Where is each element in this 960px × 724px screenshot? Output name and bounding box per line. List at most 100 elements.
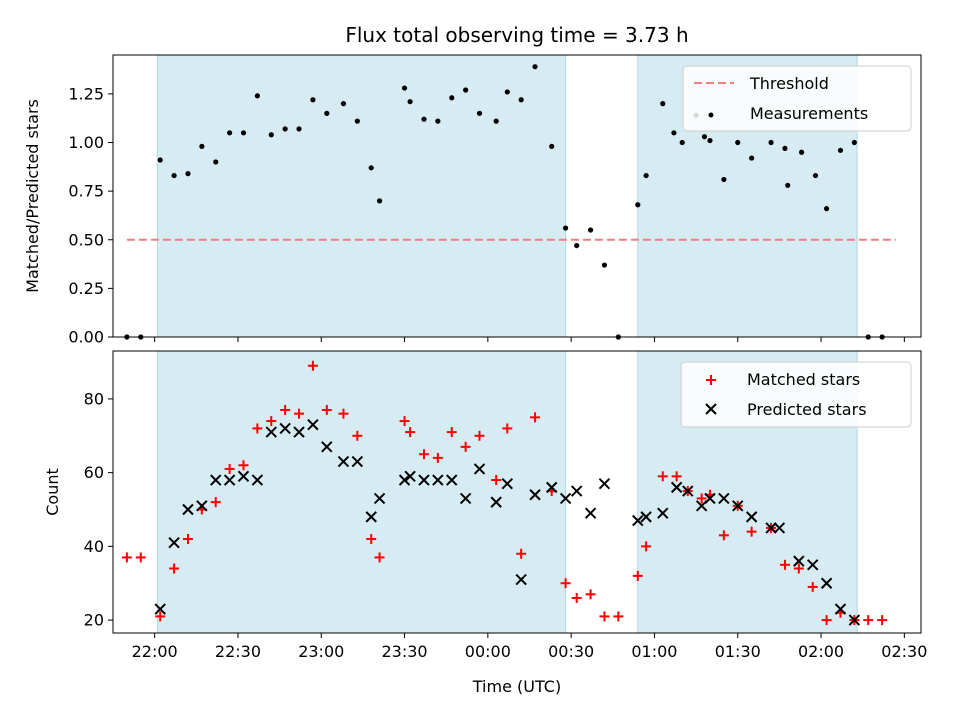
observing-interval-shade xyxy=(156,54,567,338)
count-y-tick-label: 40 xyxy=(84,537,104,556)
predicted-star-point xyxy=(732,500,744,512)
ratio-panel-frame xyxy=(112,54,922,338)
legend-matched-swatch xyxy=(706,375,716,385)
time-x-tick-label: 22:30 xyxy=(215,642,261,661)
ratio-legend-box xyxy=(682,65,912,132)
matched-star-point xyxy=(155,611,166,622)
predicted-star-point xyxy=(640,511,652,523)
time-x-tick-label: 22:00 xyxy=(132,642,178,661)
measurement-point xyxy=(504,89,510,95)
matched-star-point xyxy=(746,526,757,537)
predicted-star-point xyxy=(459,492,472,505)
measurement-point xyxy=(574,242,580,249)
predicted-star-point xyxy=(351,455,364,468)
count-legend-box xyxy=(680,361,912,428)
measurement-point xyxy=(749,155,755,161)
predicted-star-point xyxy=(704,492,716,505)
predicted-star-point xyxy=(559,492,572,505)
matched-star-point xyxy=(793,563,804,574)
predicted-star-point xyxy=(265,426,277,438)
matched-star-point xyxy=(641,541,652,552)
ratio-y-tick-label: 1.25 xyxy=(68,84,104,103)
matched-star-point xyxy=(502,423,513,434)
matched-star-point xyxy=(321,404,332,415)
measurement-point xyxy=(812,172,819,179)
time-x-tick-label: 01:00 xyxy=(631,642,677,661)
matched-star-point xyxy=(366,534,377,544)
count-legend: Matched stars Predicted stars xyxy=(680,361,912,428)
predicted-star-point xyxy=(446,474,458,486)
predicted-star-point xyxy=(279,422,291,435)
measurement-point xyxy=(421,116,427,122)
measurement-point xyxy=(310,97,316,103)
predicted-star-point xyxy=(293,426,305,438)
matched-star-point xyxy=(530,412,541,423)
matched-star-point xyxy=(671,471,682,482)
matched-star-point xyxy=(418,449,429,460)
measurement-point xyxy=(782,145,788,151)
predicted-star-point xyxy=(182,503,194,516)
predicted-star-point xyxy=(473,463,486,475)
measurement-point xyxy=(785,182,791,188)
count-y-tick-label: 60 xyxy=(84,463,104,482)
matched-star-point xyxy=(779,559,790,570)
measurement-point xyxy=(562,225,569,231)
measurement-point xyxy=(376,198,383,204)
time-x-tick-label: 00:30 xyxy=(548,642,594,661)
legend-matched-label: Matched stars xyxy=(747,370,860,389)
predicted-star-point xyxy=(765,522,777,534)
measurement-point xyxy=(707,137,713,144)
measurement-point xyxy=(671,130,677,136)
predicted-star-point xyxy=(418,474,430,486)
matched-star-point xyxy=(210,497,221,508)
measurement-point xyxy=(227,130,233,136)
matched-star-point xyxy=(571,592,582,603)
measurement-point xyxy=(493,118,499,124)
measurement-point xyxy=(354,118,360,124)
time-x-tick-label: 01:30 xyxy=(715,642,761,661)
predicted-star-point xyxy=(168,536,180,549)
predicted-star-point xyxy=(570,485,583,497)
legend-measurements-label: Measurements xyxy=(750,104,868,123)
matched-star-point xyxy=(821,615,832,626)
ratio-panel: 0.00 0.25 0.50 0.75 1.00 1.25 Flux total obse… xyxy=(23,23,922,347)
matched-star-point xyxy=(599,611,610,622)
matched-star-point xyxy=(613,611,624,622)
measurement-point xyxy=(401,85,408,91)
legend-matched-marker xyxy=(706,375,716,385)
matched-star-point xyxy=(632,570,643,581)
matched-star-point xyxy=(252,423,263,434)
matched-star-point xyxy=(807,581,818,592)
predicted-star-point xyxy=(632,514,644,527)
matched-star-point xyxy=(560,578,571,589)
predicted-star-point xyxy=(154,603,166,615)
predicted-star-point xyxy=(670,481,683,494)
predicted-star-point xyxy=(223,474,236,486)
ratio-y-tick-label: 1.00 xyxy=(68,133,104,152)
matched-star-point xyxy=(405,427,416,438)
predicted-star-point xyxy=(718,492,730,505)
predicted-star-point xyxy=(237,470,250,483)
predicted-star-point xyxy=(515,573,527,586)
ratio-legend: Threshold Measurements xyxy=(682,65,912,132)
count-y-axis-label: Count xyxy=(43,468,62,516)
matched-star-point xyxy=(657,471,668,482)
matched-star-point xyxy=(446,427,457,438)
measurement-point xyxy=(463,87,469,93)
measurement-point xyxy=(851,139,857,146)
matched-star-point xyxy=(294,408,305,419)
measurement-point xyxy=(532,64,538,70)
predicted-star-point xyxy=(321,441,333,453)
predicted-star-point xyxy=(848,614,861,626)
predicted-star-point xyxy=(501,477,513,490)
measurement-point xyxy=(768,139,774,146)
predicted-star-point xyxy=(398,474,411,486)
predicted-star-point xyxy=(546,481,558,494)
measurement-point xyxy=(340,101,347,107)
matched-star-point xyxy=(718,530,729,541)
matched-star-point xyxy=(352,430,363,441)
matched-star-point xyxy=(182,534,193,544)
measurement-point xyxy=(254,93,260,99)
time-x-tick-label: 23:00 xyxy=(298,642,344,661)
predicted-star-point xyxy=(657,507,669,519)
